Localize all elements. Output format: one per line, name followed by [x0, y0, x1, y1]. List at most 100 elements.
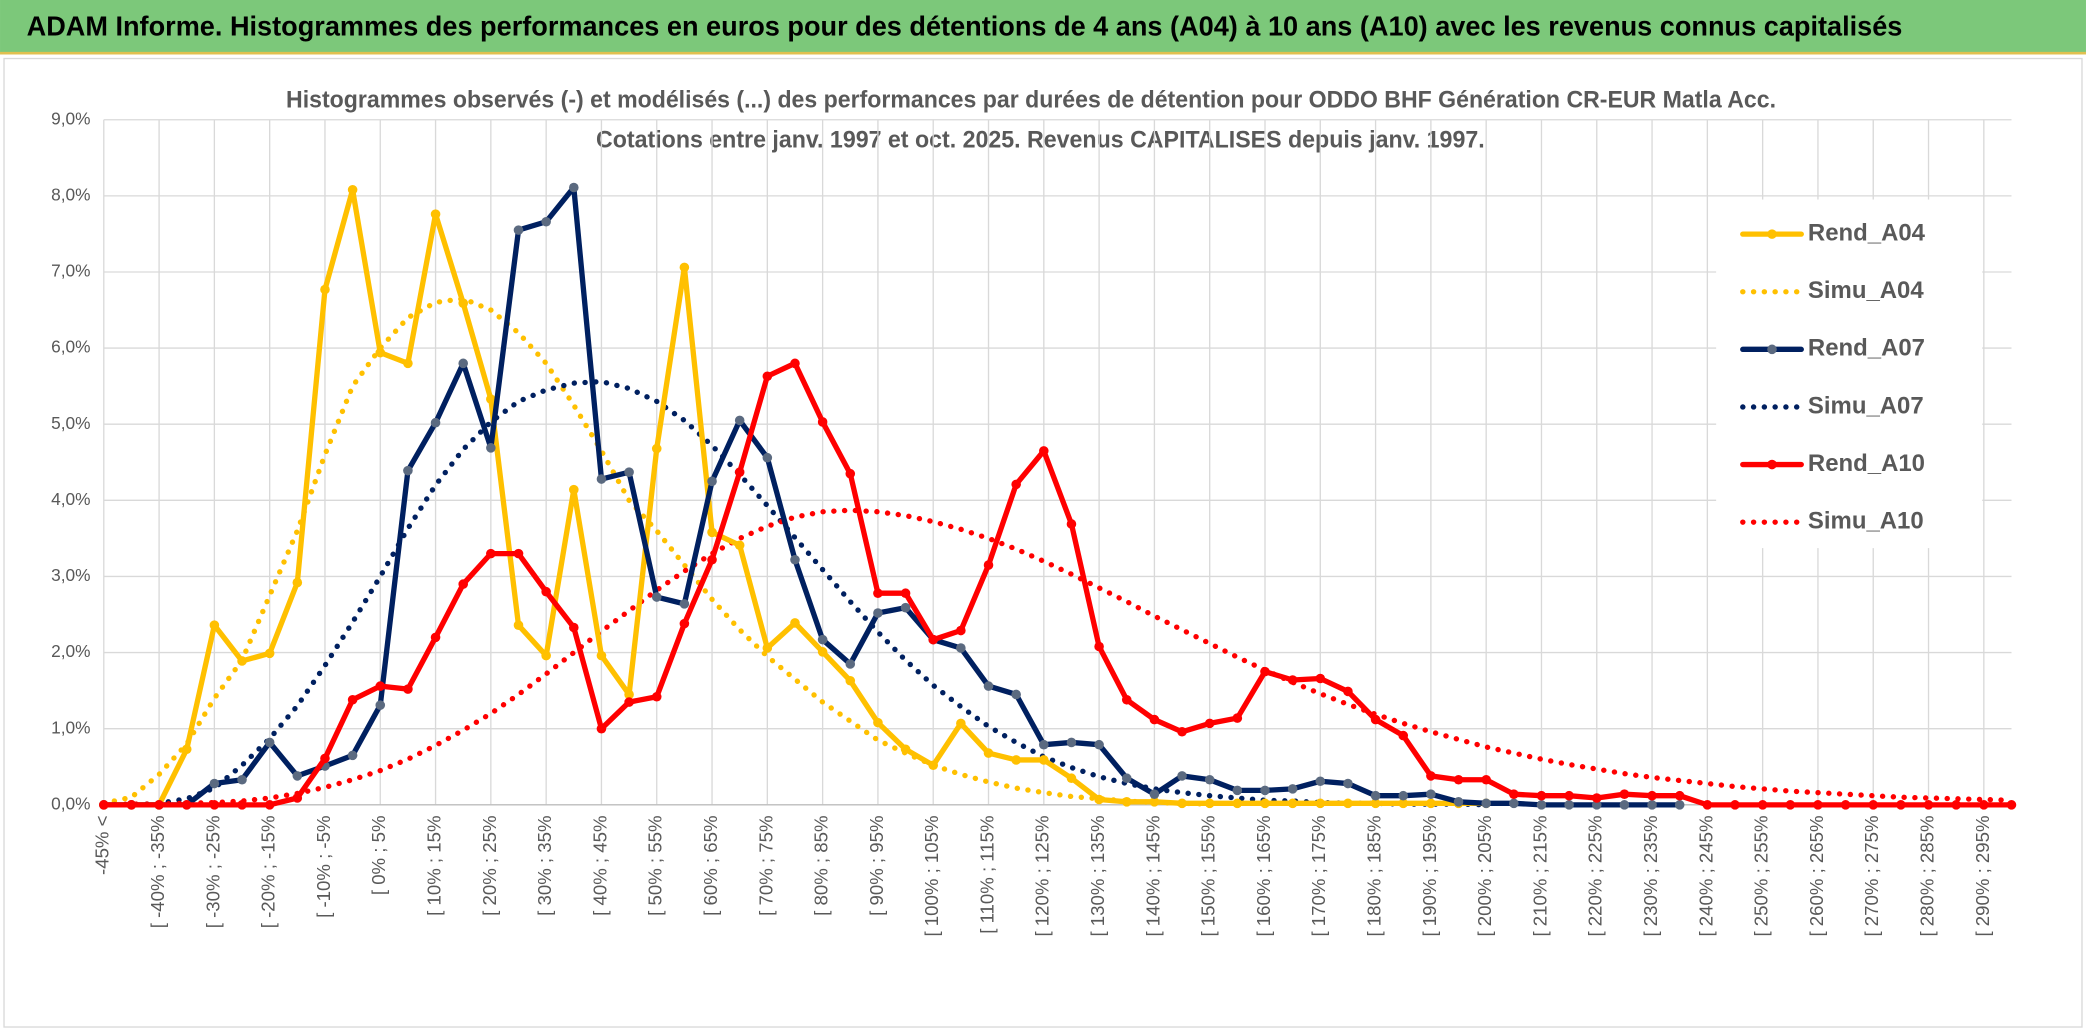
x-tick-label: [ 60% ; 65%	[700, 815, 721, 915]
data-point	[845, 468, 856, 479]
data-point	[1260, 785, 1270, 796]
x-tick-label: [ 270% ; 275%	[1861, 815, 1882, 936]
data-point	[1370, 798, 1381, 809]
legend-label: Simu_A07	[1808, 392, 1924, 419]
legend: Rend_A04 Simu_A04 Rend_A07 Simu_A07 Rend_A10…	[1716, 199, 1983, 549]
data-point	[1232, 713, 1243, 723]
data-point	[679, 262, 690, 273]
data-point	[209, 620, 220, 630]
data-point	[1453, 774, 1464, 785]
data-point	[347, 695, 358, 705]
data-point	[1591, 800, 1602, 810]
data-point	[1039, 446, 1049, 456]
data-point	[956, 718, 966, 729]
x-tick-label: [ 260% ; 265%	[1806, 815, 1827, 936]
data-point	[1094, 641, 1104, 652]
x-tick-label: [ -10% ; -5%	[313, 815, 334, 917]
data-point	[154, 800, 164, 810]
x-tick-label: [ 290% ; 295%	[1972, 815, 1993, 936]
data-point	[1232, 798, 1243, 809]
data-point	[264, 800, 275, 810]
data-point	[541, 650, 551, 661]
x-tick-label: [ 220% ; 225%	[1585, 815, 1606, 936]
y-tick-label: 3,0%	[51, 565, 90, 585]
data-point	[513, 225, 524, 235]
data-point	[1094, 794, 1104, 805]
data-point	[1370, 714, 1381, 725]
data-point	[734, 467, 745, 477]
header-bar	[0, 0, 2086, 54]
data-point	[956, 643, 966, 653]
x-tick-label: [ 0% ; 5%	[368, 815, 389, 895]
data-point	[237, 800, 247, 810]
data-point	[375, 347, 386, 358]
data-point	[513, 548, 524, 559]
data-point	[1039, 739, 1049, 750]
data-point	[1011, 689, 1021, 700]
y-tick-label: 9,0%	[51, 108, 90, 128]
x-tick-label: [ 40% ; 45%	[589, 815, 610, 915]
data-point	[1149, 789, 1160, 799]
data-point	[707, 527, 717, 538]
data-point	[347, 750, 358, 761]
data-point	[1121, 797, 1132, 807]
data-point	[1149, 797, 1160, 807]
data-point	[1840, 800, 1851, 810]
chart-title: Histogrammes observés (-) et modélisés (…	[286, 86, 1776, 113]
data-point	[1730, 800, 1740, 810]
data-point	[707, 554, 717, 565]
data-point	[928, 634, 939, 645]
data-point	[596, 474, 607, 484]
model-line	[101, 295, 1213, 807]
data-point	[1647, 800, 1657, 810]
data-point	[486, 394, 496, 404]
data-point	[1398, 790, 1409, 801]
y-tick-label: 1,0%	[51, 717, 90, 737]
data-point	[596, 723, 607, 734]
x-tick-label: [ -20% ; -15%	[258, 815, 279, 928]
data-point	[817, 634, 828, 645]
data-point	[237, 656, 247, 666]
data-point	[734, 415, 745, 426]
data-point	[209, 778, 220, 789]
data-point	[734, 540, 745, 551]
data-point	[292, 771, 303, 781]
data-point	[790, 618, 800, 628]
data-point	[320, 284, 330, 295]
data-point	[1343, 798, 1353, 809]
data-point	[651, 691, 662, 702]
model-line	[101, 378, 1489, 808]
data-point	[1426, 798, 1436, 809]
data-point	[873, 588, 883, 599]
data-point	[983, 560, 994, 570]
data-point	[1923, 800, 1934, 810]
legend-background	[1716, 199, 1983, 549]
data-point	[1564, 790, 1574, 801]
data-point	[1426, 789, 1436, 799]
data-point	[430, 417, 441, 428]
data-point	[98, 800, 109, 810]
y-tick-label: 7,0%	[51, 261, 90, 281]
data-point	[403, 358, 413, 369]
data-point	[928, 760, 939, 771]
data-point	[679, 618, 690, 629]
y-tick-label: 8,0%	[51, 184, 90, 204]
observed-line	[101, 360, 2015, 808]
data-point	[1204, 774, 1215, 785]
data-point	[1398, 798, 1409, 809]
y-tick-label: 0,0%	[51, 793, 90, 813]
data-point	[790, 358, 800, 369]
x-tick-label: [ 200% ; 205%	[1474, 815, 1495, 936]
data-point	[1619, 789, 1630, 799]
data-point	[1066, 737, 1077, 748]
data-point	[900, 744, 911, 755]
x-tick-label: [ 210% ; 215%	[1529, 815, 1550, 936]
observed-line	[101, 184, 1683, 808]
data-point	[1564, 800, 1574, 810]
data-point	[873, 608, 883, 618]
x-tick-label: [ 90% ; 95%	[866, 815, 887, 915]
legend-label: Simu_A04	[1808, 277, 1924, 304]
data-point	[569, 484, 579, 495]
data-point	[430, 632, 441, 643]
data-point	[541, 216, 551, 227]
